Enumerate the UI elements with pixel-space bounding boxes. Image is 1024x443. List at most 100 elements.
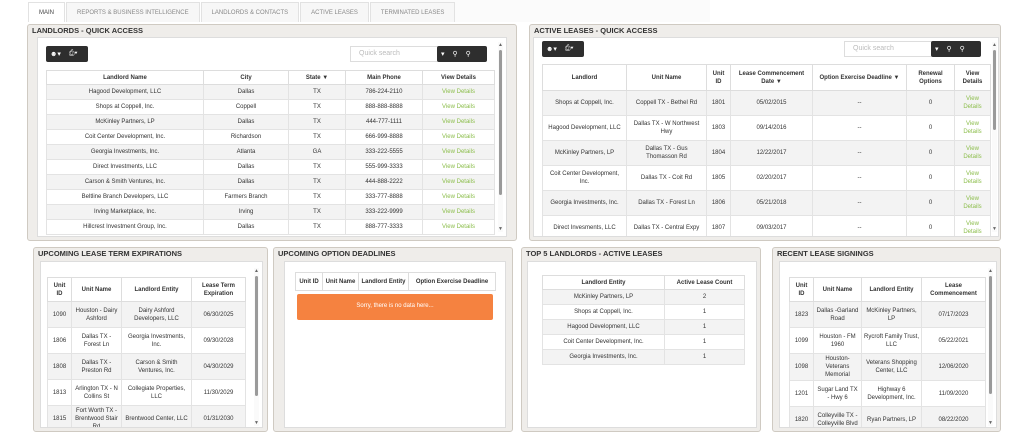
col-header[interactable]: Renewal Options bbox=[906, 64, 955, 91]
col-header[interactable]: Landlord Name bbox=[46, 70, 204, 85]
col-header[interactable]: Landlord Entity bbox=[542, 275, 665, 290]
col-header[interactable]: Option Exercise Deadline bbox=[408, 272, 496, 291]
view-details-link[interactable]: View Details bbox=[954, 115, 991, 141]
user-icon[interactable]: ☻▾ bbox=[546, 46, 557, 53]
view-details-link[interactable]: View Details bbox=[422, 99, 495, 115]
view-details-link[interactable]: View Details bbox=[422, 159, 495, 175]
user-icon[interactable]: ☻▾ bbox=[50, 51, 61, 58]
col-header[interactable]: Unit ID bbox=[789, 277, 814, 302]
table-cell: Coppell bbox=[203, 99, 289, 115]
view-details-link[interactable]: View Details bbox=[954, 90, 991, 116]
no-data-message: Sorry, there is no data here... bbox=[297, 294, 493, 320]
zoom-icon[interactable]: ⚲ bbox=[959, 46, 965, 53]
view-details-link[interactable]: View Details bbox=[422, 189, 495, 205]
expirations-scrollbar[interactable]: ▲ ▼ bbox=[254, 268, 259, 426]
scroll-up-icon[interactable]: ▲ bbox=[988, 268, 993, 274]
table-cell: Veterans Shopping Center, LLC bbox=[861, 353, 922, 381]
view-details-link[interactable]: View Details bbox=[954, 165, 991, 191]
table-cell: 06/30/2025 bbox=[191, 301, 246, 328]
col-header[interactable]: Unit ID bbox=[295, 272, 323, 291]
table-row: Beltline Branch Developers, LLC Farmers B… bbox=[46, 189, 495, 205]
col-header[interactable]: Option Exercise Deadline ▼ bbox=[812, 64, 907, 91]
col-header[interactable]: Unit Name bbox=[626, 64, 707, 91]
col-header[interactable]: Lease Commencement bbox=[921, 277, 986, 302]
scroll-thumb[interactable] bbox=[993, 50, 996, 130]
tab-landlords-contacts[interactable]: LANDLORDS & CONTACTS bbox=[200, 2, 300, 22]
scroll-up-icon[interactable]: ▲ bbox=[992, 42, 997, 48]
table-cell: 09/14/2016 bbox=[730, 115, 813, 141]
col-header[interactable]: Unit Name bbox=[322, 272, 359, 291]
table-cell: Dallas bbox=[203, 159, 289, 175]
table-row: Georgia Investments, Inc. 1 bbox=[542, 349, 745, 365]
tab-main[interactable]: MAIN bbox=[28, 2, 65, 22]
main-tabs: MAIN REPORTS & BUSINESS INTELLIGENCE LAN… bbox=[28, 2, 456, 22]
landlords-scrollbar[interactable]: ▲ ▼ bbox=[498, 42, 503, 232]
scroll-down-icon[interactable]: ▼ bbox=[498, 226, 503, 232]
print-icon[interactable]: ⎙▾ bbox=[68, 50, 78, 57]
tab-active-leases[interactable]: ACTIVE LEASES bbox=[300, 2, 369, 22]
col-header[interactable]: Landlord Entity bbox=[121, 277, 192, 302]
table-cell: 05/22/2021 bbox=[921, 327, 986, 354]
tab-reports[interactable]: REPORTS & BUSINESS INTELLIGENCE bbox=[66, 2, 200, 22]
col-header[interactable]: Lease Commencement Date ▼ bbox=[730, 64, 813, 91]
table-cell: 1 bbox=[664, 319, 745, 335]
table-cell: Beltline Branch Developers, LLC bbox=[46, 189, 204, 205]
search-icon[interactable]: ⚲ bbox=[452, 51, 458, 58]
tab-terminated-leases[interactable]: TERMINATED LEASES bbox=[369, 2, 456, 22]
col-header[interactable]: State ▼ bbox=[288, 70, 346, 85]
scroll-up-icon[interactable]: ▲ bbox=[254, 268, 259, 274]
col-header[interactable]: Active Lease Count bbox=[664, 275, 745, 290]
expirations-panel: UPCOMING LEASE TERM EXPIRATIONS Unit ID … bbox=[33, 247, 268, 432]
view-details-link[interactable]: View Details bbox=[422, 144, 495, 160]
table-cell: TX bbox=[288, 204, 346, 220]
col-header[interactable]: Unit ID bbox=[47, 277, 72, 302]
col-header[interactable]: Unit Name bbox=[813, 277, 862, 302]
scroll-up-icon[interactable]: ▲ bbox=[498, 42, 503, 48]
table-cell: Coit Center Development, Inc. bbox=[542, 334, 665, 350]
table-cell: Fort Worth TX - Brentwood Stair Rd bbox=[71, 405, 122, 427]
scroll-thumb[interactable] bbox=[989, 276, 992, 394]
options-inner: Unit ID Unit Name Landlord Entity Option… bbox=[284, 261, 506, 428]
landlords-header-row: Landlord Name City State ▼ Main Phone Vi… bbox=[46, 70, 495, 85]
signings-scrollbar[interactable]: ▲ ▼ bbox=[988, 268, 993, 426]
col-header[interactable]: Unit ID bbox=[706, 64, 731, 91]
table-row: McKinley Partners, LP Dallas TX 444-777-111… bbox=[46, 114, 495, 130]
table-row: Direct Invesments, LLC Dallas TX - Centra… bbox=[542, 215, 991, 236]
table-cell: 11/30/2029 bbox=[191, 379, 246, 406]
view-details-link[interactable]: View Details bbox=[422, 84, 495, 100]
scroll-down-icon[interactable]: ▼ bbox=[988, 420, 993, 426]
chevron-down-icon[interactable]: ▾ bbox=[441, 51, 445, 58]
chevron-down-icon[interactable]: ▾ bbox=[935, 46, 939, 53]
search-icon[interactable]: ⚲ bbox=[946, 46, 952, 53]
view-details-link[interactable]: View Details bbox=[422, 219, 495, 235]
print-icon[interactable]: ⎙▾ bbox=[564, 45, 574, 52]
search-input[interactable]: Quick search bbox=[350, 46, 438, 62]
col-header[interactable]: Main Phone bbox=[345, 70, 423, 85]
landlords-inner: ☻▾ ⎙▾ Quick search ▾ ⚲ ⚲ Landlord Name City… bbox=[37, 37, 507, 237]
scroll-thumb[interactable] bbox=[499, 50, 502, 195]
table-row: 1820 Colleyville TX - Colleyville Blvd Rya… bbox=[789, 406, 986, 427]
view-details-link[interactable]: View Details bbox=[954, 190, 991, 216]
col-header[interactable]: Landlord Entity bbox=[358, 272, 409, 291]
view-details-link[interactable]: View Details bbox=[422, 129, 495, 145]
col-header[interactable]: Unit Name bbox=[71, 277, 122, 302]
scroll-down-icon[interactable]: ▼ bbox=[992, 226, 997, 232]
view-details-link[interactable]: View Details bbox=[954, 140, 991, 166]
table-cell: Dairy Ashford Developers, LLC bbox=[121, 301, 192, 328]
active-scrollbar[interactable]: ▲ ▼ bbox=[992, 42, 997, 232]
scroll-thumb[interactable] bbox=[255, 276, 258, 396]
table-cell: Irving Marketplace, Inc. bbox=[46, 204, 204, 220]
scroll-down-icon[interactable]: ▼ bbox=[254, 420, 259, 426]
col-header[interactable]: Lease Term Expiration bbox=[191, 277, 246, 302]
table-cell: Ryan Partners, LP bbox=[861, 406, 922, 427]
zoom-icon[interactable]: ⚲ bbox=[465, 51, 471, 58]
view-details-link[interactable]: View Details bbox=[422, 174, 495, 190]
col-header[interactable]: Landlord Entity bbox=[861, 277, 922, 302]
view-details-link[interactable]: View Details bbox=[954, 215, 991, 236]
search-input[interactable]: Quick search bbox=[844, 41, 932, 57]
col-header[interactable]: Landlord bbox=[542, 64, 627, 91]
col-header[interactable]: City bbox=[203, 70, 289, 85]
table-cell: Shops at Coppell, Inc. bbox=[542, 90, 627, 116]
view-details-link[interactable]: View Details bbox=[422, 114, 495, 130]
view-details-link[interactable]: View Details bbox=[422, 204, 495, 220]
